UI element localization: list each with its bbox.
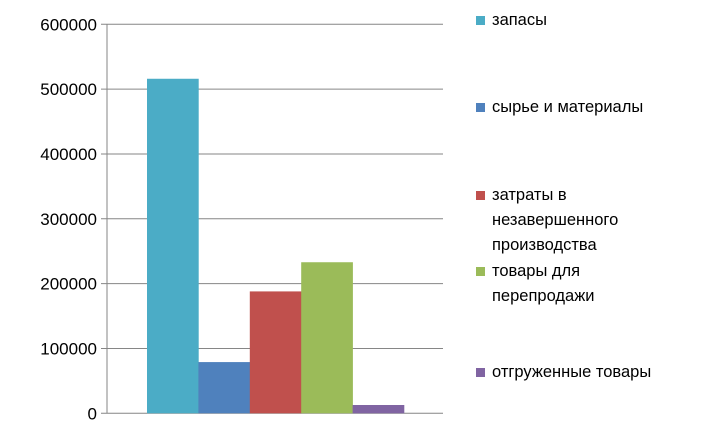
legend-label: запасы: [492, 11, 547, 29]
y-tick-label: 0: [88, 404, 97, 423]
legend-swatch: [476, 16, 485, 25]
bar-1: [147, 78, 199, 414]
legend-swatch: [476, 267, 485, 276]
y-tick-label: 100000: [40, 339, 97, 358]
y-tick-label: 400000: [40, 145, 97, 164]
legend-swatch: [476, 103, 485, 112]
legend-label: товары для перепродажи: [492, 262, 595, 305]
legend-swatch: [476, 191, 485, 200]
legend-label: затраты в незавершенного производства: [492, 186, 619, 254]
legend-label: отгруженные товары: [492, 363, 652, 381]
legend-label: сырье и материалы: [492, 98, 644, 116]
bar-5: [352, 405, 405, 414]
y-tick-label: 200000: [40, 275, 97, 294]
bar-4: [301, 262, 353, 414]
y-tick-label: 500000: [40, 80, 97, 99]
y-tick-label: 300000: [40, 210, 97, 229]
bar-3: [249, 291, 302, 414]
y-tick-label: 600000: [40, 15, 97, 34]
bar-2: [198, 362, 251, 414]
legend-swatch: [476, 368, 485, 377]
